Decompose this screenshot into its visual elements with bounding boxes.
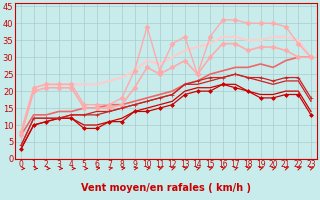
X-axis label: Vent moyen/en rafales ( km/h ): Vent moyen/en rafales ( km/h ): [81, 183, 251, 193]
